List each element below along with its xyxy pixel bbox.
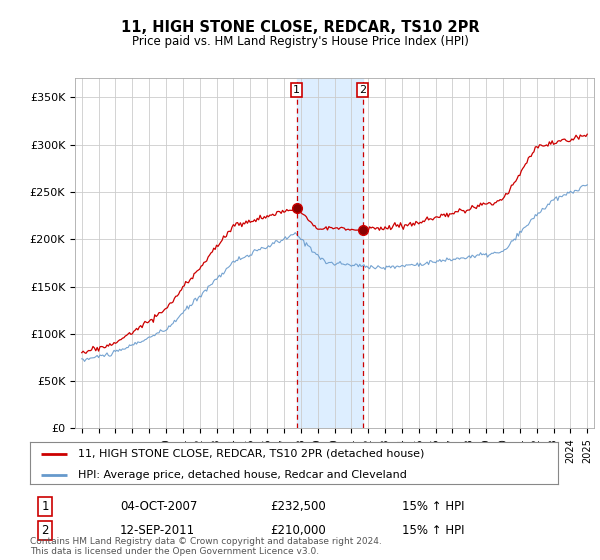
Text: 15% ↑ HPI: 15% ↑ HPI bbox=[402, 524, 464, 538]
Text: 1: 1 bbox=[41, 500, 49, 514]
Bar bbox=[296, 78, 362, 428]
Text: £210,000: £210,000 bbox=[270, 524, 326, 538]
Text: 11, HIGH STONE CLOSE, REDCAR, TS10 2PR: 11, HIGH STONE CLOSE, REDCAR, TS10 2PR bbox=[121, 20, 479, 35]
Text: 15% ↑ HPI: 15% ↑ HPI bbox=[402, 500, 464, 514]
Text: Contains HM Land Registry data © Crown copyright and database right 2024.
This d: Contains HM Land Registry data © Crown c… bbox=[30, 536, 382, 556]
Text: £232,500: £232,500 bbox=[270, 500, 326, 514]
Text: 2: 2 bbox=[359, 85, 366, 95]
Text: HPI: Average price, detached house, Redcar and Cleveland: HPI: Average price, detached house, Redc… bbox=[77, 470, 406, 480]
Text: 2: 2 bbox=[41, 524, 49, 538]
Text: 11, HIGH STONE CLOSE, REDCAR, TS10 2PR (detached house): 11, HIGH STONE CLOSE, REDCAR, TS10 2PR (… bbox=[77, 449, 424, 459]
Text: 12-SEP-2011: 12-SEP-2011 bbox=[120, 524, 195, 538]
Text: 04-OCT-2007: 04-OCT-2007 bbox=[120, 500, 197, 514]
Text: Price paid vs. HM Land Registry's House Price Index (HPI): Price paid vs. HM Land Registry's House … bbox=[131, 35, 469, 48]
Text: 1: 1 bbox=[293, 85, 300, 95]
